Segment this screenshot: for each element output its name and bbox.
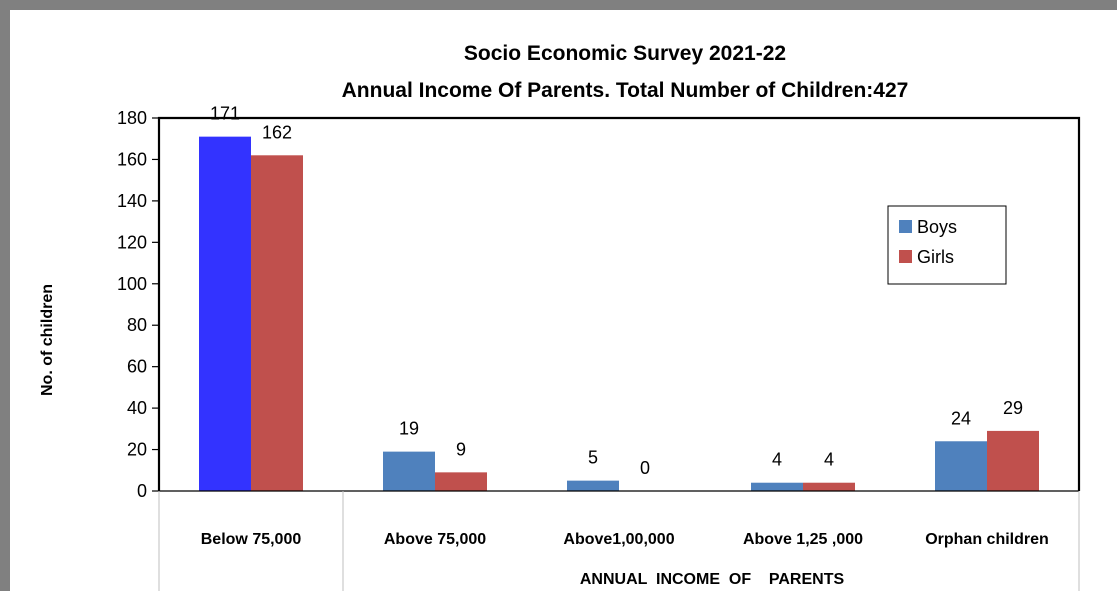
category-label: Orphan children xyxy=(925,531,1049,548)
y-tick-label: 180 xyxy=(117,108,147,128)
y-tick-label: 100 xyxy=(117,274,147,294)
legend-box xyxy=(887,205,1007,285)
data-label-boys: 4 xyxy=(772,450,782,470)
legend-swatch-girls xyxy=(899,250,912,263)
bar-boys xyxy=(567,480,619,491)
y-tick-label: 120 xyxy=(117,232,147,252)
legend: Boys Girls xyxy=(887,205,1007,285)
chart-panel: Socio Economic Survey 2021-22 Annual Inc… xyxy=(10,10,1117,591)
data-label-girls: 162 xyxy=(262,122,292,142)
y-tick-label: 160 xyxy=(117,149,147,169)
bar-chart: Socio Economic Survey 2021-22 Annual Inc… xyxy=(39,42,1081,591)
legend-swatch-boys xyxy=(899,220,912,233)
plot-border xyxy=(157,116,1081,491)
bar-boys xyxy=(199,136,251,491)
data-label-boys: 19 xyxy=(399,419,419,439)
category-label: Above 1,25 ,000 xyxy=(743,531,863,548)
y-tick-label: 60 xyxy=(127,357,147,377)
x-axis-title: ANNUAL INCOME OF PARENTS xyxy=(580,571,845,588)
y-tick-label: 80 xyxy=(127,315,147,335)
legend-label-boys: Boys xyxy=(917,217,957,237)
data-label-boys: 24 xyxy=(951,408,971,428)
data-label-girls: 4 xyxy=(824,450,834,470)
bar-boys xyxy=(383,451,435,491)
data-label-girls: 0 xyxy=(640,458,650,478)
y-tick-label: 140 xyxy=(117,191,147,211)
bar-girls xyxy=(803,482,855,491)
data-label-girls: 29 xyxy=(1003,398,1023,418)
legend-label-girls: Girls xyxy=(917,247,954,267)
data-label-boys: 5 xyxy=(588,448,598,468)
category-label: Below 75,000 xyxy=(201,531,302,548)
bar-boys xyxy=(751,482,803,491)
y-tick-label: 0 xyxy=(137,481,147,501)
bar-boys xyxy=(935,441,987,491)
bar-girls xyxy=(251,155,303,492)
data-label-boys: 171 xyxy=(210,104,240,124)
y-tick-label: 40 xyxy=(127,398,147,418)
y-axis-title: No. of children xyxy=(39,284,56,396)
category-label: Above 75,000 xyxy=(384,531,486,548)
y-tick-label: 20 xyxy=(127,440,147,460)
chart-title-line-2: Annual Income Of Parents. Total Number o… xyxy=(342,79,909,102)
bar-girls xyxy=(987,430,1039,491)
bar-girls xyxy=(435,472,487,491)
chart-title-line-1: Socio Economic Survey 2021-22 xyxy=(464,42,786,65)
data-label-girls: 9 xyxy=(456,439,466,459)
category-label: Above1,00,000 xyxy=(563,531,674,548)
